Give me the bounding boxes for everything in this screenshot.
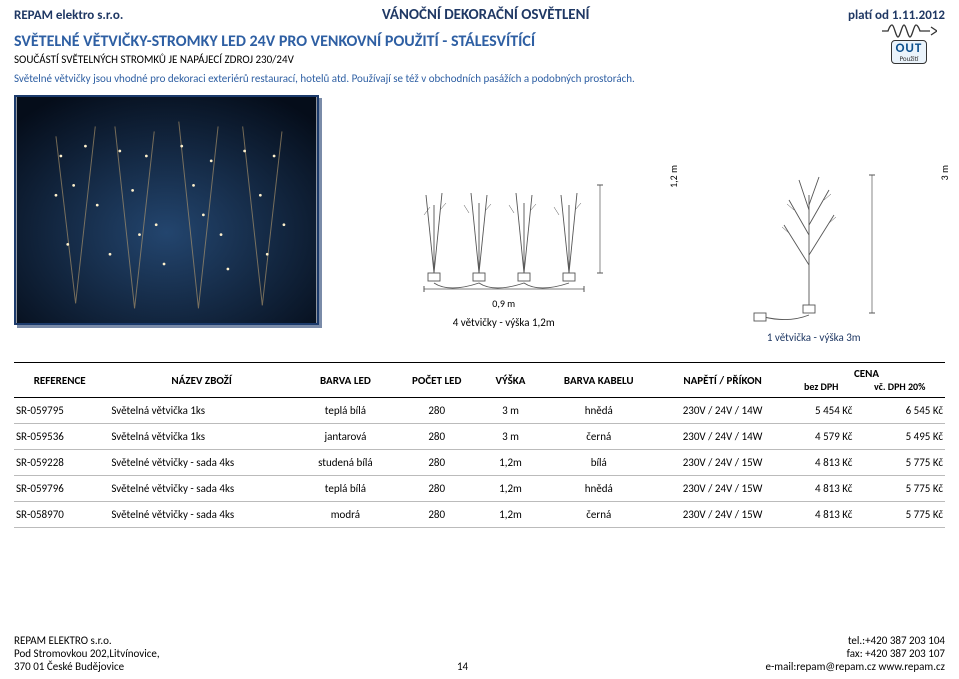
cell-height: 1,2m [481, 450, 541, 476]
section-subtitle: SOUČÁSTÍ SVĚTELNÝCH STROMKŮ JE NAPÁJECÍ … [14, 53, 635, 66]
cell-led-count: 280 [393, 398, 481, 424]
cell-led-color: teplá bílá [298, 476, 393, 502]
dim-horizontal-left: 0,9 m [492, 297, 515, 310]
cell-price-ex: 4 813 Kč [788, 476, 854, 502]
top-bar: REPAM elektro s.r.o. VÁNOČNÍ DEKORAČNÍ O… [14, 6, 945, 24]
cell-ref: SR-059536 [14, 424, 105, 450]
figures-row: 1,2 m [14, 95, 945, 344]
document-title: VÁNOČNÍ DEKORAČNÍ OSVĚTLENÍ [123, 6, 848, 24]
footer-address2: 370 01 České Budějovice [14, 660, 160, 673]
cell-height: 1,2m [481, 502, 541, 528]
dim-vertical-left: 1,2 m [667, 165, 680, 188]
cell-cable-color: bílá [540, 450, 657, 476]
dim-vertical-right: 3 m [938, 165, 951, 180]
cell-power: 230V / 24V / 14W [657, 424, 788, 450]
cell-cable-color: hnědá [540, 476, 657, 502]
diagram-left-caption: 4 větvičky - výška 1,2m [453, 316, 555, 329]
col-power: NAPĚTÍ / PŘÍKON [657, 363, 788, 398]
out-tag: OUT Použití [891, 40, 928, 64]
table-row: SR-058970Světelné větvičky - sada 4ksmod… [14, 502, 945, 528]
cell-ref: SR-059796 [14, 476, 105, 502]
col-reference: REFERENCE [14, 363, 105, 398]
table-row: SR-059536Světelná větvička 1ksjantarová2… [14, 424, 945, 450]
cell-price-inc: 6 545 Kč [854, 398, 945, 424]
cell-name: Světelné větvičky - sada 4ks [105, 476, 298, 502]
col-price: CENA [788, 363, 945, 381]
spring-icon [881, 24, 937, 38]
cell-ref: SR-059228 [14, 450, 105, 476]
cell-height: 3 m [481, 424, 541, 450]
cell-price-inc: 5 775 Kč [854, 502, 945, 528]
section-text-block: SVĚTELNÉ VĚTVIČKY-STROMKY LED 24V PRO VE… [14, 32, 635, 89]
cell-price-ex: 4 579 Kč [788, 424, 854, 450]
cell-price-inc: 5 775 Kč [854, 476, 945, 502]
valid-from: platí od 1.11.2012 [848, 8, 945, 23]
cell-led-color: jantarová [298, 424, 393, 450]
section-title: SVĚTELNÉ VĚTVIČKY-STROMKY LED 24V PRO VE… [14, 32, 635, 51]
section-description: Světelné větvičky jsou vhodné pro dekora… [14, 72, 635, 85]
price-table-body: SR-059795Světelná větvička 1ksteplá bílá… [14, 398, 945, 528]
col-led-count: POČET LED [393, 363, 481, 398]
col-cable-color: BARVA KABELU [540, 363, 657, 398]
col-price-inc: vč. DPH 20% [854, 380, 945, 398]
table-row: SR-059796Světelné větvičky - sada 4kstep… [14, 476, 945, 502]
cell-led-count: 280 [393, 502, 481, 528]
footer-page-number: 14 [457, 660, 468, 673]
footer-email: e-mail:repam@repam.cz www.repam.cz [765, 660, 945, 673]
cell-cable-color: hnědá [540, 398, 657, 424]
cell-price-inc: 5 495 Kč [854, 424, 945, 450]
cell-led-count: 280 [393, 450, 481, 476]
out-tag-small: Použití [896, 55, 923, 62]
cell-led-color: studená bílá [298, 450, 393, 476]
cell-led-color: teplá bílá [298, 398, 393, 424]
diagram-1-twig: 3 m 1 větvička - výška 3m [682, 155, 945, 344]
diagram-4-twigs: 1,2 m [333, 155, 674, 344]
table-row: SR-059228Světelné větvičky - sada 4ksstu… [14, 450, 945, 476]
col-name: NÁZEV ZBOŽÍ [105, 363, 298, 398]
cell-name: Světelná větvička 1ks [105, 424, 298, 450]
footer-right: tel.:+420 387 203 104 fax: +420 387 203 … [765, 634, 945, 673]
price-table: REFERENCE NÁZEV ZBOŽÍ BARVA LED POČET LE… [14, 362, 945, 528]
product-photo [14, 95, 319, 325]
footer-address1: Pod Stromovkou 202,Litvínovice, [14, 647, 160, 660]
footer-left: REPAM ELEKTRO s.r.o. Pod Stromovkou 202,… [14, 634, 160, 673]
cell-led-count: 280 [393, 424, 481, 450]
cell-cable-color: černá [540, 502, 657, 528]
cell-power: 230V / 24V / 15W [657, 476, 788, 502]
section-header-row: SVĚTELNÉ VĚTVIČKY-STROMKY LED 24V PRO VE… [14, 32, 945, 89]
col-price-ex: bez DPH [788, 380, 854, 398]
cell-name: Světelné větvičky - sada 4ks [105, 502, 298, 528]
cell-power: 230V / 24V / 15W [657, 450, 788, 476]
cell-height: 3 m [481, 398, 541, 424]
cell-led-color: modrá [298, 502, 393, 528]
col-height: VÝŠKA [481, 363, 541, 398]
cell-height: 1,2m [481, 476, 541, 502]
cell-ref: SR-058970 [14, 502, 105, 528]
cell-power: 230V / 24V / 14W [657, 398, 788, 424]
table-row: SR-059795Světelná větvička 1ksteplá bílá… [14, 398, 945, 424]
cell-price-inc: 5 775 Kč [854, 450, 945, 476]
page-footer: REPAM ELEKTRO s.r.o. Pod Stromovkou 202,… [14, 634, 945, 673]
cell-price-ex: 4 813 Kč [788, 502, 854, 528]
cell-ref: SR-059795 [14, 398, 105, 424]
cell-cable-color: černá [540, 424, 657, 450]
cell-name: Světelné větvičky - sada 4ks [105, 450, 298, 476]
footer-company: REPAM ELEKTRO s.r.o. [14, 634, 160, 647]
price-table-head: REFERENCE NÁZEV ZBOŽÍ BARVA LED POČET LE… [14, 363, 945, 398]
cell-led-count: 280 [393, 476, 481, 502]
diagrams: 1,2 m [333, 95, 945, 344]
cell-price-ex: 5 454 Kč [788, 398, 854, 424]
footer-fax: fax: +420 387 203 107 [765, 647, 945, 660]
cell-name: Světelná větvička 1ks [105, 398, 298, 424]
diagram-right-caption: 1 větvička - výška 3m [767, 331, 861, 344]
cell-power: 230V / 24V / 15W [657, 502, 788, 528]
outdoor-use-badge: OUT Použití [881, 24, 937, 64]
company-name: REPAM elektro s.r.o. [14, 8, 123, 23]
col-led-color: BARVA LED [298, 363, 393, 398]
footer-tel: tel.:+420 387 203 104 [765, 634, 945, 647]
cell-price-ex: 4 813 Kč [788, 450, 854, 476]
